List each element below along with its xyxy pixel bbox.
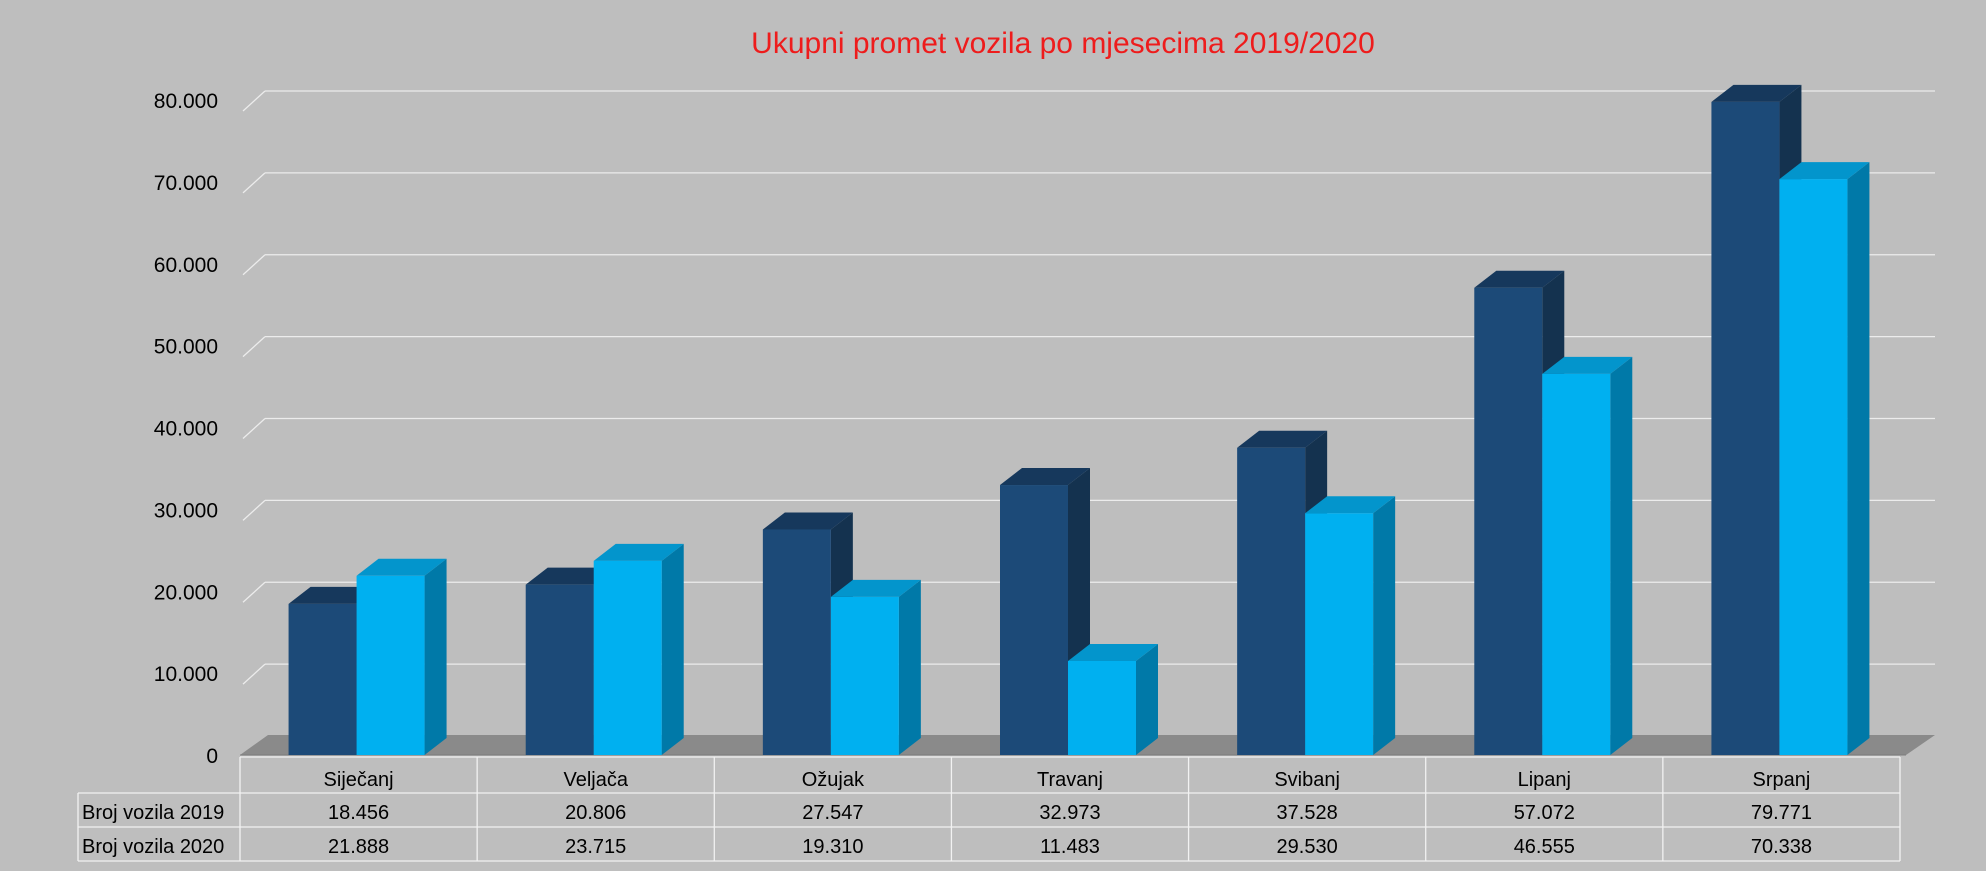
gridline-depth	[242, 336, 266, 358]
bar-side	[898, 579, 921, 755]
bar-top	[1237, 430, 1328, 448]
data-label: 32.973	[1039, 802, 1100, 824]
bar-top	[762, 512, 853, 530]
gridline-depth	[242, 90, 266, 112]
data-label: 27.547	[802, 802, 863, 824]
bar	[593, 560, 662, 755]
data-label: 37.528	[1277, 802, 1338, 824]
category-label: Veljača	[563, 769, 628, 791]
bar	[1779, 179, 1848, 756]
bar-top	[1000, 468, 1090, 486]
bar	[1474, 287, 1543, 755]
y-tick-label: 70.000	[154, 172, 218, 195]
bar-top	[1542, 356, 1633, 374]
data-label: 46.555	[1514, 836, 1575, 858]
bar-top	[830, 579, 921, 597]
bar-side	[661, 543, 684, 755]
y-tick-label: 60.000	[154, 254, 218, 277]
gridline-depth	[242, 499, 266, 521]
bar-side	[1373, 496, 1396, 755]
bar	[1000, 485, 1068, 755]
category-label: Siječanj	[324, 769, 394, 791]
bar	[1711, 101, 1780, 755]
bar-side	[1610, 356, 1633, 755]
bar-side	[1136, 643, 1158, 755]
y-tick-label: 30.000	[154, 499, 218, 522]
bar-top	[525, 567, 616, 585]
gridline-depth	[242, 581, 266, 603]
data-label: 79.771	[1751, 802, 1812, 824]
bars	[288, 84, 1870, 756]
data-label: 70.338	[1751, 836, 1812, 858]
data-label: 23.715	[565, 836, 626, 858]
bar-top	[1068, 643, 1158, 661]
gridline-depth	[242, 254, 266, 276]
bar-top	[1305, 496, 1396, 514]
series-name: Broj vozila 2020	[82, 836, 224, 858]
series-name: Broj vozila 2019	[82, 802, 224, 824]
bar	[1068, 660, 1136, 755]
y-tick-label: 40.000	[154, 418, 218, 441]
y-tick-label: 80.000	[154, 90, 218, 113]
bar	[356, 575, 425, 755]
bar	[830, 596, 899, 755]
bar	[525, 584, 594, 755]
category-label: Ožujak	[802, 769, 865, 791]
bar	[288, 603, 357, 755]
data-label: 57.072	[1514, 802, 1575, 824]
category-label: Travanj	[1037, 769, 1103, 791]
y-tick-label: 50.000	[154, 336, 218, 359]
y-tick-label: 0	[206, 745, 218, 768]
bar	[1305, 513, 1374, 755]
bar-top	[593, 543, 684, 561]
gridline-depth	[242, 663, 266, 685]
data-label: 19.310	[802, 836, 863, 858]
bar-side	[424, 558, 447, 755]
bar-top	[1711, 84, 1802, 102]
data-label: 29.530	[1277, 836, 1338, 858]
gridline-depth	[242, 418, 266, 439]
bar	[1237, 447, 1306, 755]
data-label: 20.806	[565, 802, 626, 824]
category-label: Svibanj	[1274, 769, 1340, 791]
data-label: 11.483	[1040, 836, 1100, 858]
data-table: Siječanj Veljača Ožujak Travanj Svibanj Lipan…	[77, 756, 1901, 862]
y-axis-ticks: 0 10.000 20.000 30.000 40.000 50.000 60.000 70.…	[154, 90, 218, 768]
bar-top	[1779, 162, 1870, 180]
chart-title: Ukupni promet vozila po mjesecima 2019/2…	[751, 27, 1375, 60]
bar	[1542, 373, 1611, 755]
category-label: Lipanj	[1518, 769, 1571, 791]
bar-top	[288, 586, 379, 604]
bar-side	[1847, 162, 1870, 756]
bar-top	[356, 558, 447, 576]
data-label: 18.456	[328, 802, 389, 824]
data-label: 21.888	[328, 836, 389, 858]
y-tick-label: 10.000	[154, 663, 218, 686]
bar	[762, 529, 831, 755]
gridline-depth	[242, 172, 266, 194]
category-label: Srpanj	[1753, 769, 1811, 791]
y-tick-label: 20.000	[154, 581, 218, 604]
bar-top	[1474, 270, 1565, 288]
